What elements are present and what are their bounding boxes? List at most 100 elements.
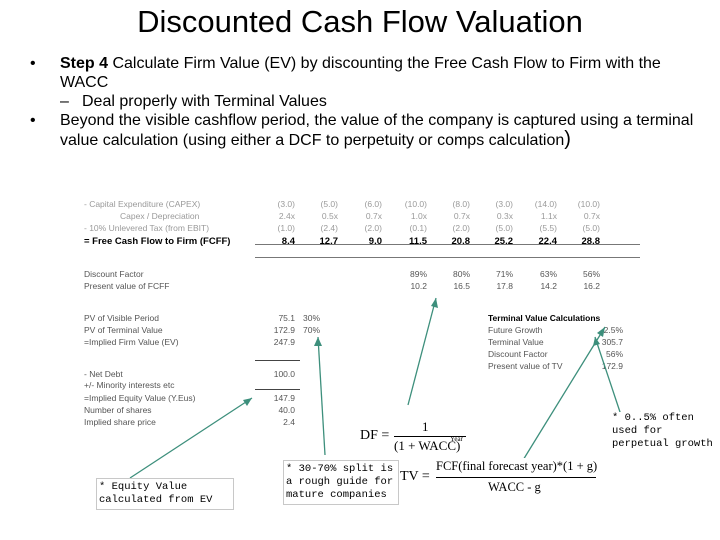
terminal-row: Terminal Value 305.7: [80, 337, 640, 348]
summary-value: 100.0: [273, 369, 295, 379]
formula-exponent: Year: [450, 435, 463, 443]
fcff-bottom-rule: [255, 257, 640, 258]
table-cell: 80%: [452, 269, 470, 279]
table-cell: (10.0): [577, 199, 600, 209]
table-cell: 1.0x: [410, 211, 427, 221]
row-label: - Capital Expenditure (CAPEX): [84, 199, 201, 209]
table-cell: 89%: [409, 269, 427, 279]
table-cell: 16.5: [453, 281, 470, 291]
note-growth: * 0..5% often used for perpetual growth: [612, 412, 716, 451]
summary-value: 2.4: [283, 417, 295, 427]
table-cell: (2.4): [320, 223, 338, 233]
table-cell: (3.0): [277, 199, 295, 209]
terminal-heading: Terminal Value Calculations: [80, 313, 640, 324]
table-row: Present value of FCFF 10.2 16.5 17.8 14.2 16.…: [80, 281, 640, 292]
table-cell: 12.7: [319, 236, 339, 247]
summary-row: =Implied Firm Value (EV) 247.9: [80, 337, 640, 348]
sub-bullet-marker: –: [60, 93, 69, 110]
bullet-marker: •: [30, 112, 36, 129]
bullet-text: Beyond the visible cashflow period, the …: [60, 112, 694, 149]
row-label: Discount Factor: [84, 269, 144, 279]
table-cell: (5.0): [582, 223, 600, 233]
table-cell: 71%: [495, 269, 513, 279]
fcff-top-rule: [255, 244, 640, 245]
table-row: Capex / Depreciation 2.4x 0.5x 0.7x 1.0x 0.7x…: [80, 211, 640, 222]
table-cell: (8.0): [452, 199, 470, 209]
terminal-row: Present value of TV 172.9: [80, 361, 640, 372]
summary-row: PV of Terminal Value 172.9 70%: [80, 325, 640, 336]
table-cell: (6.0): [364, 199, 382, 209]
summary-value: 247.9: [273, 337, 295, 347]
table-cell: 2.4x: [278, 211, 295, 221]
sub-bullet-terminal: – Deal properly with Terminal Values: [30, 92, 710, 111]
table-cell: 8.4: [281, 236, 295, 247]
table-cell: 20.8: [451, 236, 471, 247]
row-label: Terminal Value: [488, 337, 544, 347]
row-label: - 10% Unlevered Tax (from EBIT): [84, 223, 210, 233]
table-cell: 1.1x: [540, 211, 557, 221]
formula-numerator: 1: [422, 419, 429, 434]
summary-row: =Implied Equity Value (Y.Eus) 147.9: [80, 393, 640, 404]
row-label: Number of shares: [84, 405, 152, 415]
table-cell: (3.0): [495, 199, 513, 209]
summary-row: +/- Minority interests etc: [80, 380, 640, 391]
table-cell: (14.0): [534, 199, 557, 209]
table-cell: 22.4: [538, 236, 558, 247]
summary-value: 75.1: [278, 313, 295, 323]
table-cell: 14.2: [540, 281, 557, 291]
table-cell: 63%: [539, 269, 557, 279]
sub-bullet-text: Deal properly with Terminal Values: [82, 93, 327, 110]
terminal-value-formula: TV = FCF(final forecast year)*(1 + g) WA…: [400, 458, 600, 498]
arrow-equity-value: [129, 397, 253, 479]
arrow-tv: [511, 326, 606, 479]
arrowhead: [431, 298, 438, 308]
row-label: = Free Cash Flow to Firm (FCFF): [84, 236, 231, 247]
table-row: - Capital Expenditure (CAPEX) (3.0) (5.0) (…: [80, 199, 640, 210]
table-row: - 10% Unlevered Tax (from EBIT) (1.0) (2.4…: [80, 223, 640, 234]
row-label: Present value of TV: [488, 361, 563, 371]
terminal-value: 172.9: [601, 361, 623, 371]
arrow-split: [317, 336, 326, 456]
formula-numerator: FCF(final forecast year)*(1 + g): [436, 459, 598, 473]
table-cell: (2.0): [364, 223, 382, 233]
table-cell: (5.0): [495, 223, 513, 233]
arrowhead: [593, 337, 600, 346]
terminal-value: 56%: [605, 349, 623, 359]
formula-denominator: WACC - g: [488, 480, 541, 494]
summary-rule: [255, 360, 300, 361]
arrow-growth: [594, 336, 623, 419]
summary-value: 147.9: [273, 393, 295, 403]
terminal-value: 2.5%: [603, 325, 623, 335]
table-row: = Free Cash Flow to Firm (FCFF) 8.4 12.7 9.…: [80, 236, 640, 247]
table-cell: 10.2: [410, 281, 427, 291]
page-title: Discounted Cash Flow Valuation: [137, 4, 583, 39]
table-cell: (5.5): [539, 223, 557, 233]
row-label: =Implied Equity Value (Y.Eus): [84, 393, 196, 403]
summary-value: 40.0: [278, 405, 295, 415]
table-row: Discount Factor 89% 80% 71% 63% 56%: [80, 269, 640, 280]
bullet-paren: ): [564, 128, 571, 150]
summary-row: PV of Visible Period 75.1 30%: [80, 313, 640, 324]
arrowhead: [243, 398, 252, 406]
table-cell: 0.5x: [321, 211, 338, 221]
bullet-list: • Step 4 Calculate Firm Value (EV) by di…: [30, 54, 710, 150]
row-label: Future Growth: [488, 325, 543, 335]
summary-row: Implied share price 2.4: [80, 417, 640, 428]
summary-row: Number of shares 40.0: [80, 405, 640, 416]
terminal-heading-text: Terminal Value Calculations: [488, 313, 601, 323]
note-split: * 30-70% split is a rough guide for matu…: [283, 460, 399, 505]
terminal-value: 305.7: [601, 337, 623, 347]
table-cell: 0.7x: [365, 211, 382, 221]
summary-percent: 70%: [302, 325, 320, 335]
arrowhead: [597, 327, 605, 337]
table-cell: 11.5: [409, 236, 427, 247]
table-cell: 56%: [582, 269, 600, 279]
arrow-df: [407, 297, 437, 406]
table-cell: 28.8: [581, 236, 601, 247]
row-label: - Net Debt: [84, 369, 123, 379]
terminal-row: Discount Factor 56%: [80, 349, 640, 360]
terminal-row: Future Growth 2.5%: [80, 325, 640, 336]
table-cell: (5.0): [320, 199, 338, 209]
formula-denominator: (1 + WACC): [394, 438, 461, 453]
row-label: PV of Terminal Value: [84, 325, 163, 335]
